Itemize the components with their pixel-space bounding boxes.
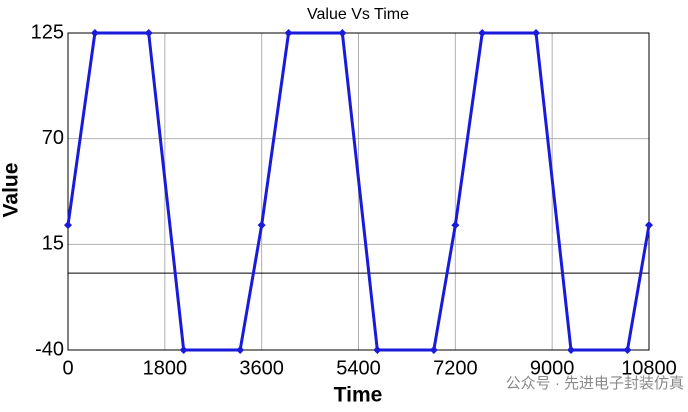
x-tick-label: 3600 xyxy=(239,357,284,379)
point-marker xyxy=(64,221,72,230)
y-tick-label: 70 xyxy=(42,127,64,149)
point-marker xyxy=(373,346,382,354)
x-tick-label: 7200 xyxy=(433,357,478,379)
x-tick-label: 1800 xyxy=(143,357,188,379)
point-marker xyxy=(284,29,293,37)
point-marker xyxy=(429,346,438,354)
chart-title: Value Vs Time xyxy=(307,6,409,23)
point-marker xyxy=(451,221,460,230)
y-axis-label: Value xyxy=(0,163,23,218)
x-tick-label: 9000 xyxy=(530,357,575,379)
point-marker xyxy=(90,29,99,37)
point-marker xyxy=(566,346,575,354)
x-axis-label: Time xyxy=(334,384,383,407)
point-marker xyxy=(338,29,347,37)
point-marker xyxy=(532,29,541,37)
y-tick-label: 125 xyxy=(31,21,64,43)
point-marker xyxy=(623,346,632,354)
point-marker xyxy=(144,29,153,37)
y-tick-label: -40 xyxy=(35,338,64,360)
point-marker xyxy=(645,221,653,230)
x-tick-label: 10800 xyxy=(621,357,677,379)
point-marker xyxy=(179,346,188,354)
x-tick-label: 0 xyxy=(62,357,73,379)
y-tick-label: 15 xyxy=(42,233,64,255)
point-marker xyxy=(236,346,245,354)
watermark: 公众号 · 先进电子封装仿真 xyxy=(506,374,684,392)
point-marker xyxy=(257,221,266,230)
x-tick-label: 5400 xyxy=(336,357,381,379)
point-marker xyxy=(478,29,487,37)
plot-frame xyxy=(67,32,650,351)
series-line xyxy=(66,31,651,352)
